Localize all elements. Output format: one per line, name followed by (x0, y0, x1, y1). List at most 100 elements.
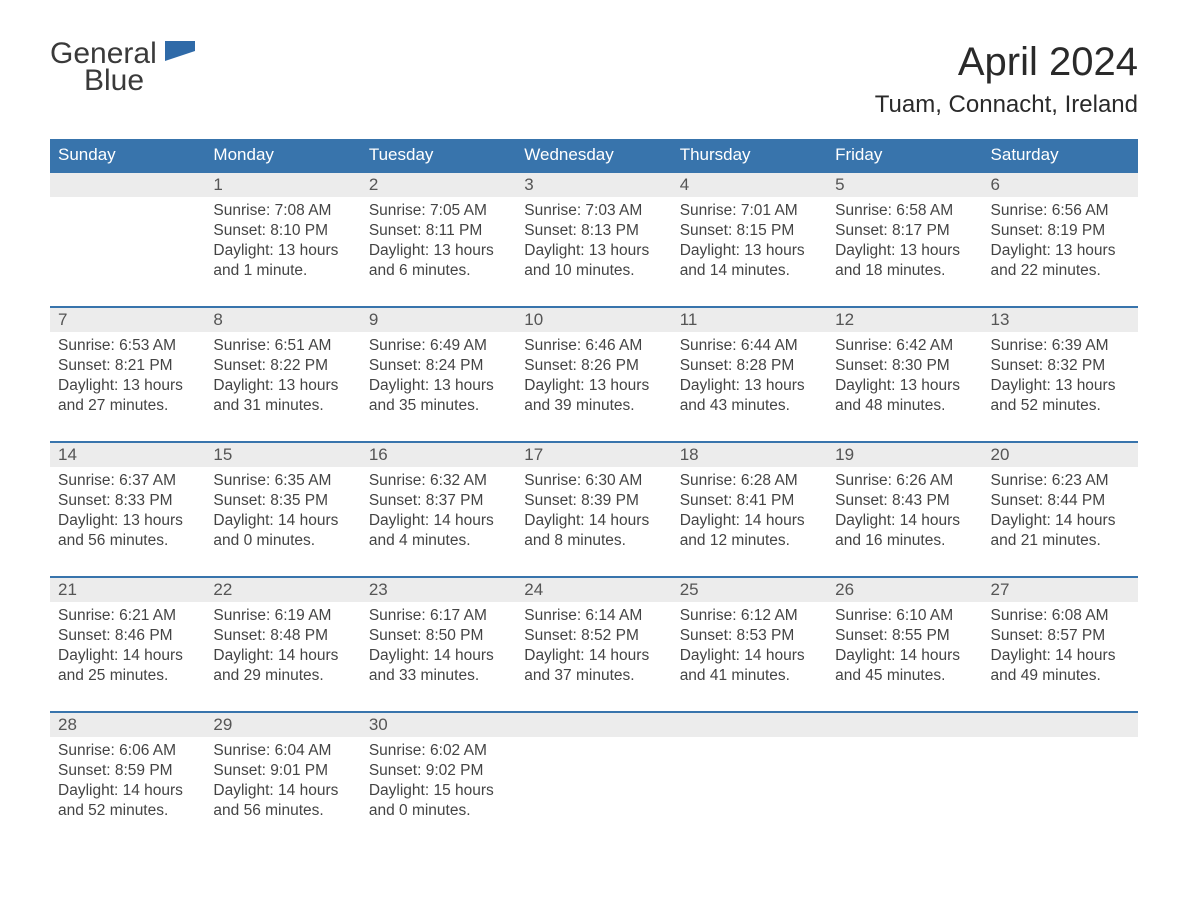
day-daylight1: Daylight: 13 hours (680, 241, 819, 261)
day-daylight2: and 14 minutes. (680, 261, 819, 281)
day-sunrise: Sunrise: 6:37 AM (58, 471, 197, 491)
day-daylight1: Daylight: 13 hours (835, 241, 974, 261)
day-daylight1: Daylight: 13 hours (369, 376, 508, 396)
day-number: 30 (361, 712, 516, 737)
day-sunrise: Sunrise: 6:39 AM (991, 336, 1130, 356)
day-cell: Sunrise: 6:56 AMSunset: 8:19 PMDaylight:… (983, 197, 1138, 307)
day-sunset: Sunset: 8:10 PM (213, 221, 352, 241)
day-sunrise: Sunrise: 7:05 AM (369, 201, 508, 221)
month-title: April 2024 (875, 40, 1138, 85)
logo-text: General Blue (50, 40, 195, 94)
day-daylight2: and 52 minutes. (58, 801, 197, 821)
day-sunset: Sunset: 8:17 PM (835, 221, 974, 241)
day-daylight2: and 33 minutes. (369, 666, 508, 686)
week-number-row: 14151617181920 (50, 442, 1138, 467)
day-daylight1: Daylight: 14 hours (991, 511, 1130, 531)
day-cell: Sunrise: 6:58 AMSunset: 8:17 PMDaylight:… (827, 197, 982, 307)
day-number: 12 (827, 307, 982, 332)
day-sunrise: Sunrise: 6:53 AM (58, 336, 197, 356)
day-daylight1: Daylight: 14 hours (213, 646, 352, 666)
day-sunset: Sunset: 8:22 PM (213, 356, 352, 376)
day-daylight2: and 37 minutes. (524, 666, 663, 686)
day-daylight2: and 52 minutes. (991, 396, 1130, 416)
weekday-header: Monday (205, 139, 360, 172)
week-number-row: 282930 (50, 712, 1138, 737)
day-daylight1: Daylight: 15 hours (369, 781, 508, 801)
day-cell: Sunrise: 6:37 AMSunset: 8:33 PMDaylight:… (50, 467, 205, 577)
day-number: 23 (361, 577, 516, 602)
day-number (827, 712, 982, 737)
week-body-row: Sunrise: 6:06 AMSunset: 8:59 PM Daylight:… (50, 737, 1138, 847)
day-sunset: Sunset: 8:19 PM (991, 221, 1130, 241)
day-sunrise: Sunrise: 6:51 AM (213, 336, 352, 356)
day-daylight2: and 45 minutes. (835, 666, 974, 686)
day-sunrise: Sunrise: 6:56 AM (991, 201, 1130, 221)
day-sunset: Sunset: 8:24 PM (369, 356, 508, 376)
day-cell: Sunrise: 6:12 AMSunset: 8:53 PMDaylight:… (672, 602, 827, 712)
day-number (516, 712, 671, 737)
day-daylight1: Daylight: 14 hours (835, 511, 974, 531)
day-sunrise: Sunrise: 6:04 AM (213, 741, 352, 761)
weekday-header: Tuesday (361, 139, 516, 172)
day-cell: Sunrise: 7:05 AMSunset: 8:11 PMDaylight:… (361, 197, 516, 307)
weekday-header: Friday (827, 139, 982, 172)
day-sunset: Sunset: 9:02 PM (369, 761, 508, 781)
day-sunset: Sunset: 8:46 PM (58, 626, 197, 646)
day-number: 22 (205, 577, 360, 602)
day-sunrise: Sunrise: 6:17 AM (369, 606, 508, 626)
day-daylight1: Daylight: 14 hours (213, 511, 352, 531)
day-number: 16 (361, 442, 516, 467)
week-number-row: 123456 (50, 172, 1138, 197)
day-cell: Sunrise: 6:23 AMSunset: 8:44 PMDaylight:… (983, 467, 1138, 577)
day-daylight2: and 8 minutes. (524, 531, 663, 551)
day-number: 14 (50, 442, 205, 467)
day-sunset: Sunset: 8:13 PM (524, 221, 663, 241)
day-sunset: Sunset: 8:41 PM (680, 491, 819, 511)
day-cell: Sunrise: 6:28 AMSunset: 8:41 PMDaylight:… (672, 467, 827, 577)
day-sunset: Sunset: 8:39 PM (524, 491, 663, 511)
logo-word-blue: Blue (84, 67, 195, 94)
day-sunrise: Sunrise: 7:03 AM (524, 201, 663, 221)
day-daylight2: and 25 minutes. (58, 666, 197, 686)
week-body-row: Sunrise: 6:53 AMSunset: 8:21 PMDaylight:… (50, 332, 1138, 442)
day-daylight2: and 27 minutes. (58, 396, 197, 416)
day-number: 2 (361, 172, 516, 197)
day-daylight2: and 0 minutes. (213, 531, 352, 551)
day-number (672, 712, 827, 737)
day-sunrise: Sunrise: 6:49 AM (369, 336, 508, 356)
day-number: 3 (516, 172, 671, 197)
day-cell: Sunrise: 6:51 AMSunset: 8:22 PMDaylight:… (205, 332, 360, 442)
day-number: 18 (672, 442, 827, 467)
weekday-header: Sunday (50, 139, 205, 172)
day-daylight2: and 21 minutes. (991, 531, 1130, 551)
day-cell: Sunrise: 6:46 AMSunset: 8:26 PMDaylight:… (516, 332, 671, 442)
day-number (983, 712, 1138, 737)
day-daylight2: and 39 minutes. (524, 396, 663, 416)
day-sunrise: Sunrise: 6:46 AM (524, 336, 663, 356)
day-sunset: Sunset: 8:59 PM (58, 761, 197, 781)
day-daylight1: Daylight: 14 hours (369, 646, 508, 666)
location: Tuam, Connacht, Ireland (875, 91, 1138, 119)
title-block: April 2024 Tuam, Connacht, Ireland (875, 40, 1138, 119)
day-number: 13 (983, 307, 1138, 332)
day-sunrise: Sunrise: 7:01 AM (680, 201, 819, 221)
day-daylight2: and 1 minute. (213, 261, 352, 281)
day-daylight2: and 18 minutes. (835, 261, 974, 281)
day-daylight1: Daylight: 13 hours (991, 241, 1130, 261)
day-sunrise: Sunrise: 6:35 AM (213, 471, 352, 491)
day-daylight2: and 48 minutes. (835, 396, 974, 416)
day-sunset: Sunset: 8:35 PM (213, 491, 352, 511)
day-number: 15 (205, 442, 360, 467)
day-daylight2: and 35 minutes. (369, 396, 508, 416)
week-body-row: Sunrise: 6:21 AMSunset: 8:46 PMDaylight:… (50, 602, 1138, 712)
day-daylight2: and 12 minutes. (680, 531, 819, 551)
day-cell (827, 737, 982, 847)
week-number-row: 21222324252627 (50, 577, 1138, 602)
day-daylight1: Daylight: 13 hours (58, 511, 197, 531)
day-sunrise: Sunrise: 6:06 AM (58, 741, 197, 761)
day-cell (516, 737, 671, 847)
day-number: 7 (50, 307, 205, 332)
day-number: 5 (827, 172, 982, 197)
day-cell: Sunrise: 6:32 AMSunset: 8:37 PMDaylight:… (361, 467, 516, 577)
logo-word-general: General (50, 40, 157, 67)
